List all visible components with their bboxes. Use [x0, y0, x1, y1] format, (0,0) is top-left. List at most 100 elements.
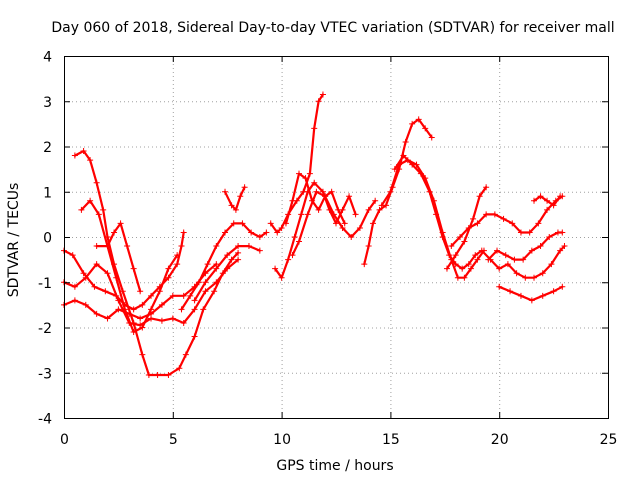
data-point-marker: [465, 224, 472, 231]
data-point-marker: [263, 229, 270, 236]
data-point-marker: [130, 329, 137, 336]
data-point-marker: [391, 166, 398, 173]
data-point-marker: [69, 252, 76, 259]
data-point-marker: [204, 261, 211, 268]
data-point-marker: [130, 265, 137, 272]
data-series-trace-9: [191, 243, 263, 304]
series-line: [284, 172, 346, 225]
data-point-marker: [387, 188, 394, 195]
data-point-marker: [139, 324, 146, 331]
data-point-marker: [459, 265, 466, 272]
data-point-marker: [139, 301, 146, 308]
data-point-marker: [235, 243, 242, 250]
data-point-marker: [148, 292, 155, 299]
data-point-marker: [239, 220, 246, 227]
data-point-marker: [87, 157, 94, 164]
data-point-marker: [319, 188, 326, 195]
data-point-marker: [433, 211, 440, 218]
data-point-marker: [517, 229, 524, 236]
data-point-marker: [356, 224, 363, 231]
data-point-marker: [559, 229, 566, 236]
data-point-marker: [224, 265, 231, 272]
data-point-marker: [465, 261, 472, 268]
data-point-marker: [222, 188, 229, 195]
data-point-marker: [230, 220, 237, 227]
data-point-marker: [346, 193, 353, 200]
data-point-marker: [104, 270, 111, 277]
data-point-marker: [443, 265, 450, 272]
data-point-marker: [213, 243, 220, 250]
series-line: [487, 231, 564, 261]
data-point-marker: [544, 206, 551, 213]
data-point-marker: [178, 306, 185, 313]
data-point-marker: [169, 315, 176, 322]
data-point-marker: [178, 243, 185, 250]
data-point-marker: [71, 283, 78, 290]
data-point-marker: [130, 306, 137, 313]
data-point-marker: [154, 372, 161, 379]
data-point-marker: [457, 234, 464, 240]
data-point-marker: [224, 252, 231, 259]
data-point-marker: [461, 238, 468, 245]
data-point-marker: [322, 193, 329, 200]
data-layer: [61, 91, 568, 379]
data-point-marker: [333, 220, 339, 227]
data-point-marker: [428, 134, 435, 141]
data-point-marker: [502, 252, 509, 259]
data-point-marker: [296, 170, 303, 177]
data-point-marker: [537, 243, 544, 250]
data-point-marker: [315, 98, 322, 105]
data-point-marker: [71, 152, 78, 159]
data-point-marker: [376, 206, 383, 213]
data-point-marker: [289, 197, 296, 204]
y-tick-label: 0: [43, 231, 52, 247]
x-axis-label: GPS time / hours: [276, 458, 393, 474]
data-point-marker: [228, 202, 235, 209]
y-tick-label: 3: [43, 95, 52, 111]
data-point-marker: [483, 184, 490, 191]
data-point-marker: [448, 243, 455, 250]
data-point-marker: [202, 288, 209, 295]
data-point-marker: [267, 220, 274, 227]
data-point-marker: [191, 297, 198, 304]
data-point-marker: [472, 252, 479, 259]
data-point-marker: [174, 252, 181, 259]
data-point-marker: [95, 211, 102, 218]
data-point-marker: [559, 283, 566, 290]
data-point-marker: [454, 274, 461, 281]
data-point-marker: [365, 243, 372, 250]
data-point-marker: [446, 252, 453, 259]
data-point-marker: [298, 211, 305, 218]
data-series-trace-7: [93, 220, 144, 295]
data-point-marker: [494, 247, 501, 254]
grid-layer: [64, 56, 608, 418]
data-point-marker: [278, 274, 285, 281]
data-point-marker: [426, 188, 433, 195]
x-tick-label: 5: [169, 432, 178, 448]
x-tick-label: 10: [273, 432, 291, 448]
series-line: [498, 285, 564, 302]
data-point-marker: [82, 301, 89, 308]
data-point-marker: [211, 288, 218, 295]
data-point-marker: [304, 211, 311, 218]
data-point-marker: [409, 161, 416, 168]
data-point-marker: [195, 279, 202, 286]
data-point-marker: [550, 202, 557, 209]
data-point-marker: [361, 261, 368, 268]
data-series-trace-1: [71, 148, 242, 379]
y-tick-label: -4: [38, 412, 52, 428]
data-point-marker: [272, 265, 279, 272]
data-point-marker: [237, 193, 244, 200]
tick-layer: 0 5 10 15 20 25 -4 -3 -2 -1 0 1 2 3 4: [38, 50, 617, 449]
data-series-trace-5: [61, 261, 220, 322]
series-line: [180, 222, 268, 311]
data-point-marker: [256, 234, 263, 240]
data-point-marker: [169, 292, 176, 299]
data-point-marker: [296, 238, 303, 245]
data-series-trace-18: [448, 193, 566, 250]
data-point-marker: [93, 310, 100, 317]
series-line: [223, 186, 246, 211]
data-point-marker: [176, 365, 183, 372]
data-point-marker: [328, 188, 335, 195]
